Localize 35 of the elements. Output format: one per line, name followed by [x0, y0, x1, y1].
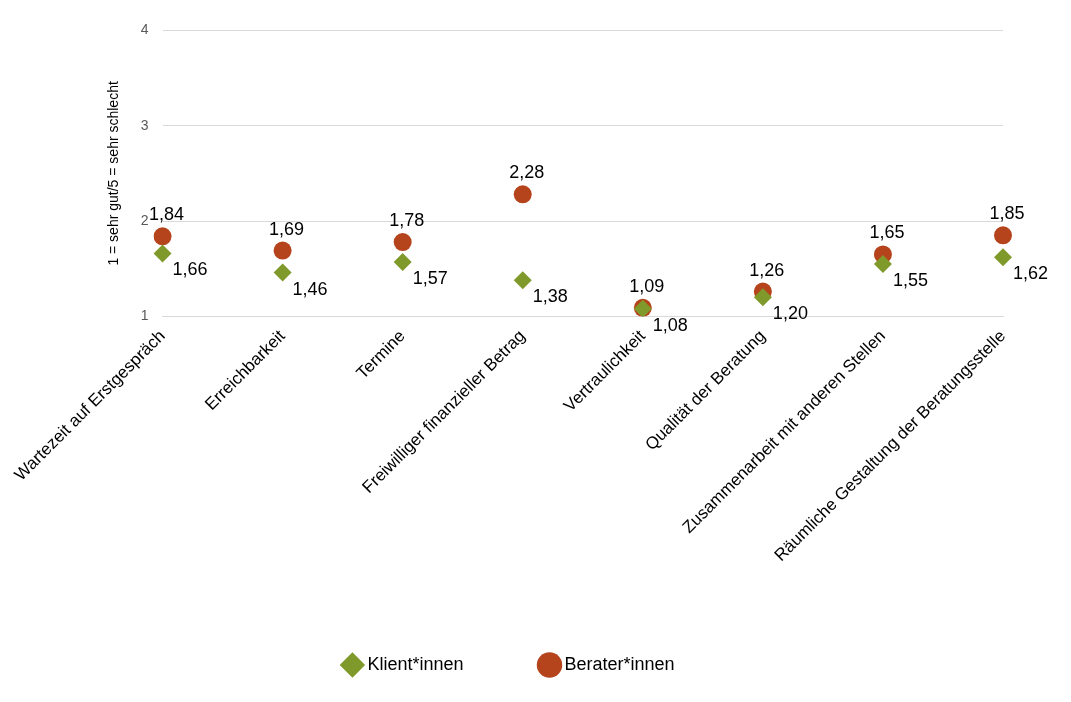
y-tick-label: 3 [140, 116, 149, 133]
point [273, 263, 292, 282]
y-axis-title: 1 = sehr gut/5 = sehr schlecht [105, 81, 122, 266]
data-label: 1,84 [149, 204, 185, 225]
y-tick-label: 1 [140, 307, 149, 324]
data-label: 1,08 [652, 314, 688, 335]
data-label: 1,26 [749, 259, 785, 280]
point [994, 226, 1012, 245]
data-label: 1,85 [989, 203, 1025, 224]
point [153, 244, 172, 263]
data-label: 1,66 [172, 259, 208, 280]
data-label: 1,38 [532, 286, 568, 307]
point [513, 271, 532, 290]
point [873, 254, 892, 273]
point [393, 233, 412, 252]
legend-label: Klient*innen [367, 653, 464, 674]
legend-label: Berater*innen [564, 653, 675, 674]
data-label: 1,78 [389, 210, 425, 231]
point [994, 248, 1012, 267]
data-label: 2,28 [509, 162, 545, 183]
y-tick-label: 2 [140, 211, 149, 228]
y-tick-label: 4 [140, 21, 149, 38]
point [153, 227, 172, 246]
point [393, 253, 412, 272]
data-label: 1,57 [412, 268, 448, 289]
point [753, 288, 772, 307]
data-label: 1,20 [772, 303, 808, 324]
data-label: 1,55 [892, 269, 928, 290]
data-label: 1,09 [629, 275, 665, 296]
data-label: 1,62 [1013, 263, 1049, 284]
data-label: 1,69 [269, 218, 305, 239]
data-label: 1,46 [292, 278, 328, 299]
point [273, 241, 292, 260]
data-label: 1,65 [869, 222, 905, 243]
point [513, 185, 532, 204]
